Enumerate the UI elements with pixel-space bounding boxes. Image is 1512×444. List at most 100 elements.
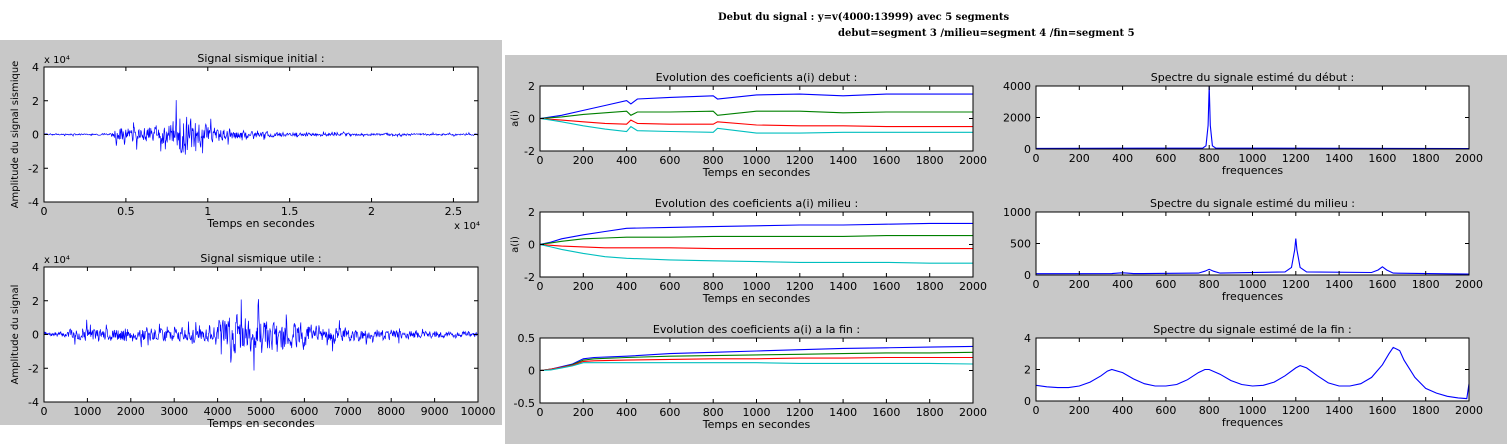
x-tick-label: 600 — [659, 406, 680, 419]
chart-title: Signal sismique utile : — [200, 252, 321, 265]
x-tick-label: 1200 — [1282, 404, 1310, 417]
chart-p8: 0 200 400 600 800 1000 1200 1400 1600 1800 2000 0 2 4… — [1024, 323, 1483, 429]
x-tick-label: 6000 — [290, 405, 318, 418]
x-tick-label: 0 — [1033, 404, 1040, 417]
y-tick-label: 0 — [32, 129, 39, 142]
x-tick-label: 1200 — [1282, 152, 1310, 165]
y-tick-label: 4 — [32, 261, 39, 274]
y-tick-label: 4 — [1024, 332, 1031, 345]
x-tick-label: 400 — [616, 280, 637, 293]
y-tick-label: 2 — [528, 80, 535, 93]
x-tick-label: 2000 — [959, 280, 987, 293]
series-line-cyan — [540, 362, 973, 372]
x-tick-label: 1000 — [743, 280, 771, 293]
chart-p4: 0 200 400 600 800 1000 1200 1400 1600 1800 2000 0 20… — [1003, 71, 1483, 177]
x-tick-label: 0 — [1033, 152, 1040, 165]
x-tick-label: 400 — [1112, 278, 1133, 291]
x-tick-label: 200 — [573, 280, 594, 293]
y-tick-label: -4 — [28, 196, 39, 209]
y-tick-label: 2 — [528, 206, 535, 219]
y-tick-label: 2 — [32, 95, 39, 108]
x-tick-label: 0 — [1033, 278, 1040, 291]
y-tick-label: 1000 — [1003, 206, 1031, 219]
y-tick-label: 0 — [1024, 395, 1031, 408]
x-tick-label: 1600 — [1368, 152, 1396, 165]
x-tick-label: 600 — [1155, 278, 1176, 291]
x-tick-label: 1000 — [743, 154, 771, 167]
plot-area — [1036, 86, 1469, 149]
chart-title: Spectre du signale estimé de la fin : — [1153, 323, 1351, 336]
y-axis-label: a(i) — [510, 236, 521, 253]
series-line-blue — [44, 299, 478, 371]
plot-area — [540, 86, 973, 151]
y-tick-label: -0.5 — [514, 397, 535, 410]
y-tick-label: 2 — [32, 295, 39, 308]
chart-title: Evolution des coeficients a(i) milieu : — [655, 197, 858, 210]
x-tick-label: 2000 — [959, 154, 987, 167]
series-line-blue — [1036, 346, 1469, 400]
x-tick-label: 1200 — [786, 154, 814, 167]
y-axis-label: Amplitude du signal sismique — [10, 61, 21, 209]
y-exponent-label: x 10⁴ — [44, 255, 70, 266]
x-tick-label: 2 — [368, 205, 375, 218]
x-tick-label: 200 — [1069, 152, 1090, 165]
y-tick-label: 0.5 — [518, 332, 536, 345]
x-tick-label: 800 — [703, 154, 724, 167]
x-tick-label: 1800 — [916, 154, 944, 167]
x-axis-label: Temps en secondes — [206, 417, 315, 430]
x-tick-label: 600 — [659, 280, 680, 293]
x-axis-label: frequences — [1222, 416, 1283, 429]
x-tick-label: 2000 — [117, 405, 145, 418]
plot-area — [1036, 212, 1469, 275]
y-tick-label: 4000 — [1003, 80, 1031, 93]
x-tick-label: 0 — [41, 405, 48, 418]
series-line-blue — [540, 222, 973, 246]
y-tick-label: 0 — [528, 365, 535, 378]
x-tick-label: 1800 — [1412, 404, 1440, 417]
x-tick-label: 800 — [703, 406, 724, 419]
x-tick-label: 200 — [573, 406, 594, 419]
x-tick-label: 5000 — [247, 405, 275, 418]
y-axis-label: Amplitude du signal — [10, 285, 21, 385]
x-tick-label: 10000 — [461, 405, 496, 418]
chart-p7: 0 200 400 600 800 1000 1200 1400 1600 1800 2000 -0.… — [514, 323, 987, 431]
x-tick-label: 200 — [1069, 278, 1090, 291]
series-line-blue — [44, 100, 478, 155]
x-tick-label: 800 — [703, 280, 724, 293]
chart-p2: 0 1000 2000 3000 4000 5000 6000 7000 8000 9000 100… — [10, 252, 496, 430]
chart-title: Spectre du signale estimé du milieu : — [1150, 197, 1355, 210]
x-tick-label: 1800 — [916, 280, 944, 293]
chart-p3: 0 200 400 600 800 1000 1200 1400 1600 1800 2000-20… — [510, 71, 987, 179]
chart-p6: 0 200 400 600 800 1000 1200 1400 1600 1800 2000 0 50… — [1003, 197, 1483, 303]
x-axis-label: frequences — [1222, 164, 1283, 177]
x-tick-label: 0 — [537, 154, 544, 167]
x-tick-label: 3000 — [160, 405, 188, 418]
x-tick-label: 200 — [573, 154, 594, 167]
x-tick-label: 200 — [1069, 404, 1090, 417]
x-tick-label: 2.5 — [445, 205, 463, 218]
y-axis-label: a(i) — [510, 110, 521, 127]
y-tick-label: 0 — [528, 239, 535, 252]
series-line-blue — [1036, 238, 1469, 275]
x-tick-label: 800 — [1199, 404, 1220, 417]
series-line-cyan — [540, 243, 973, 264]
chart-title: Evolution des coeficients a(i) debut : — [656, 71, 858, 84]
y-tick-label: 0 — [528, 113, 535, 126]
y-tick-label: -4 — [28, 396, 39, 409]
x-tick-label: 1400 — [829, 280, 857, 293]
series-line-red — [540, 356, 973, 372]
x-tick-label: 600 — [1155, 152, 1176, 165]
x-tick-label: 1200 — [786, 406, 814, 419]
x-tick-label: 7000 — [334, 405, 362, 418]
x-tick-label: 1400 — [1325, 404, 1353, 417]
y-tick-label: 0 — [1024, 143, 1031, 156]
y-tick-label: 500 — [1010, 238, 1031, 251]
x-exponent-label: x 10⁴ — [454, 221, 480, 232]
x-tick-label: 2000 — [1455, 404, 1483, 417]
x-tick-label: 1400 — [1325, 278, 1353, 291]
y-tick-label: -2 — [28, 162, 39, 175]
x-tick-label: 800 — [1199, 278, 1220, 291]
x-tick-label: 1800 — [916, 406, 944, 419]
series-line-green — [540, 235, 973, 246]
